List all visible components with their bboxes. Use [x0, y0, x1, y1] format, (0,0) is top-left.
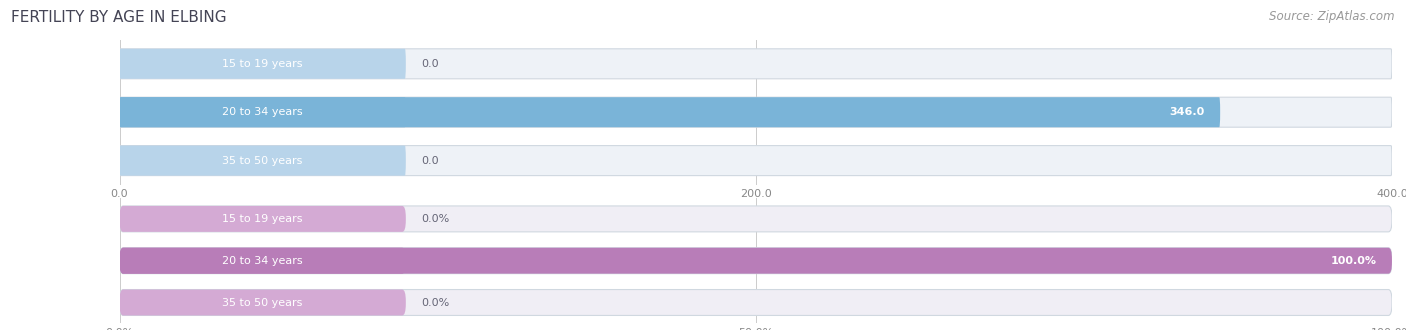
Text: 15 to 19 years: 15 to 19 years — [222, 214, 302, 224]
FancyBboxPatch shape — [120, 49, 1392, 79]
Text: Source: ZipAtlas.com: Source: ZipAtlas.com — [1270, 10, 1395, 23]
Text: 0.0: 0.0 — [420, 156, 439, 166]
FancyBboxPatch shape — [120, 248, 406, 274]
FancyBboxPatch shape — [120, 289, 406, 315]
Text: 0.0: 0.0 — [420, 59, 439, 69]
FancyBboxPatch shape — [120, 97, 406, 127]
Text: 346.0: 346.0 — [1170, 107, 1205, 117]
Text: 35 to 50 years: 35 to 50 years — [222, 156, 302, 166]
Text: 35 to 50 years: 35 to 50 years — [222, 298, 302, 308]
Text: 20 to 34 years: 20 to 34 years — [222, 107, 302, 117]
Text: 0.0%: 0.0% — [420, 298, 450, 308]
FancyBboxPatch shape — [120, 248, 1392, 274]
FancyBboxPatch shape — [120, 49, 406, 79]
FancyBboxPatch shape — [120, 289, 1392, 315]
Text: 100.0%: 100.0% — [1330, 256, 1376, 266]
FancyBboxPatch shape — [120, 146, 1392, 176]
FancyBboxPatch shape — [120, 206, 1392, 232]
FancyBboxPatch shape — [120, 146, 406, 176]
Text: 0.0%: 0.0% — [420, 214, 450, 224]
Text: FERTILITY BY AGE IN ELBING: FERTILITY BY AGE IN ELBING — [11, 10, 226, 25]
Text: 15 to 19 years: 15 to 19 years — [222, 59, 302, 69]
FancyBboxPatch shape — [120, 248, 1392, 274]
FancyBboxPatch shape — [120, 206, 406, 232]
FancyBboxPatch shape — [120, 97, 1392, 127]
Text: 20 to 34 years: 20 to 34 years — [222, 256, 302, 266]
FancyBboxPatch shape — [120, 97, 1220, 127]
